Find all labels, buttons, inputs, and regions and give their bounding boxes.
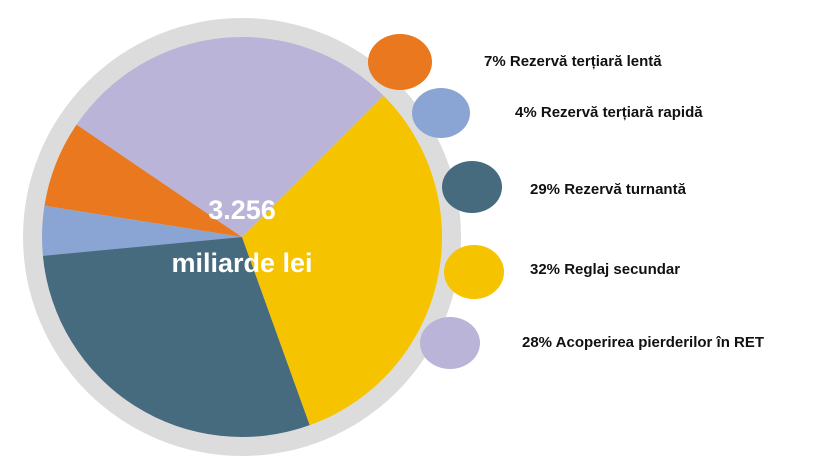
legend-name: Acoperirea pierderilor în RET bbox=[556, 334, 764, 351]
legend-name: Rezervă terțiară lentă bbox=[510, 53, 662, 70]
legend-label: 29% Rezervă turnantă bbox=[530, 181, 687, 198]
legend-name: Rezervă terțiară rapidă bbox=[541, 104, 703, 121]
center-label: miliarde lei bbox=[171, 248, 312, 278]
legend-label: 4% Rezervă terțiară rapidă bbox=[515, 104, 703, 121]
legend-swatch bbox=[442, 161, 502, 213]
legend-value: 28% bbox=[522, 334, 552, 351]
legend-swatch bbox=[412, 88, 470, 138]
legend-swatch bbox=[420, 317, 480, 369]
center-label: 3.256 bbox=[208, 195, 276, 225]
pie-slice bbox=[42, 205, 243, 256]
pie-slice bbox=[42, 237, 310, 437]
pie-slice bbox=[242, 95, 442, 426]
legend-swatch bbox=[444, 245, 504, 299]
legend-name: Reglaj secundar bbox=[564, 261, 680, 278]
legend-value: 32% bbox=[530, 261, 560, 278]
pie-slice bbox=[76, 36, 384, 237]
legend-label: 7% Rezervă terțiară lentă bbox=[484, 53, 662, 70]
pie-slice bbox=[44, 124, 242, 237]
legend-name: Rezervă turnantă bbox=[564, 181, 686, 198]
legend-label: 28% Acoperirea pierderilor în RET bbox=[522, 334, 764, 351]
legend-label: 32% Reglaj secundar bbox=[530, 261, 680, 278]
legend-value: 4% bbox=[515, 104, 537, 121]
legend-swatch bbox=[368, 34, 432, 90]
legend-value: 29% bbox=[530, 181, 560, 198]
legend-value: 7% bbox=[484, 53, 506, 70]
